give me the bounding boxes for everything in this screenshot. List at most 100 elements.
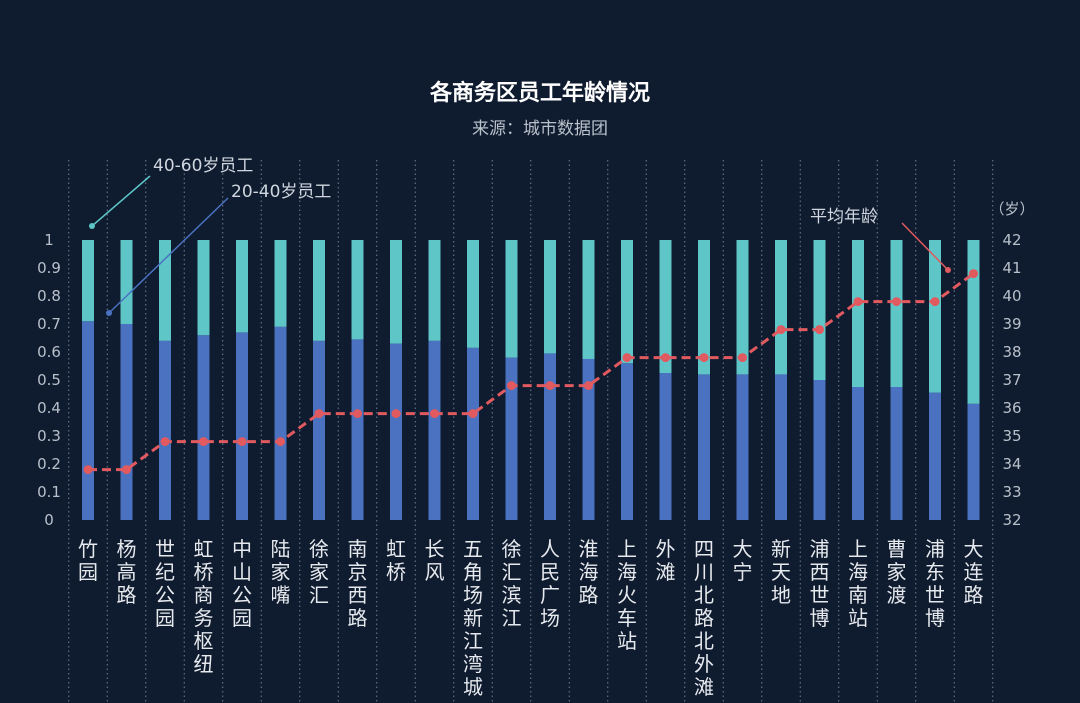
right-axis-unit: （岁） — [989, 200, 1034, 218]
category-label: 四川北路北外滩 — [694, 537, 714, 699]
bar-20-40 — [390, 343, 402, 520]
category-label: 上海南站 — [848, 537, 868, 630]
left-tick-label: 0.3 — [37, 427, 61, 445]
left-tick-label: 0 — [44, 511, 54, 529]
left-tick-label: 1 — [44, 231, 54, 249]
category-label: 大宁 — [733, 537, 753, 584]
annotations: 40-60岁员工 20-40岁员工 平均年龄 — [89, 156, 951, 316]
category-label: 人民广场 — [540, 537, 560, 630]
chart-subtitle: 来源：城市数据团 — [472, 119, 608, 139]
bar-20-40 — [929, 392, 941, 520]
left-tick-label: 0.8 — [37, 287, 61, 305]
avg-age-point — [545, 381, 555, 391]
annotation-leader-20-40 — [108, 197, 229, 314]
avg-age-point — [622, 353, 632, 363]
bar-20-40 — [197, 335, 210, 520]
category-labels: 竹园杨高路世纪公园虹桥商务枢纽中山公园陆家嘴徐家汇南京西路虹桥长风五角场新江湾城… — [78, 537, 984, 699]
category-label: 杨高路 — [117, 537, 137, 607]
annotation-leader-avg — [901, 222, 949, 271]
avg-age-line-path — [88, 272, 975, 472]
avg-age-point — [468, 409, 478, 419]
right-tick-label: 39 — [1002, 315, 1021, 333]
avg-age-point — [199, 437, 208, 447]
bar-20-40 — [274, 326, 287, 520]
avg-age-point — [276, 437, 285, 447]
annotation-40-60: 40-60岁员工 — [153, 156, 253, 176]
avg-age-point — [853, 297, 863, 307]
bar-40-60 — [236, 240, 248, 333]
bar-40-60 — [890, 240, 903, 387]
bar-20-40 — [890, 387, 903, 520]
bar-20-40 — [159, 340, 171, 520]
bar-20-40 — [236, 332, 248, 520]
avg-age-point — [738, 353, 747, 363]
bar-20-40 — [813, 380, 826, 520]
avg-age-point — [237, 437, 247, 447]
annotation-20-40: 20-40岁员工 — [231, 182, 331, 202]
bar-40-60 — [967, 240, 980, 404]
category-label: 世纪公园 — [155, 537, 175, 630]
avg-age-point — [892, 297, 901, 307]
bar-40-60 — [659, 240, 672, 373]
annotation-dot-20-40 — [106, 310, 112, 316]
left-tick-label: 0.2 — [37, 455, 61, 473]
category-label: 虹桥商务枢纽 — [194, 537, 214, 676]
right-tick-label: 38 — [1002, 343, 1021, 361]
right-tick-label: 40 — [1002, 287, 1021, 305]
category-label: 陆家嘴 — [271, 537, 291, 607]
avg-age-point — [507, 381, 516, 391]
avg-age-point — [699, 353, 709, 363]
right-tick-label: 41 — [1002, 259, 1021, 277]
category-label: 五角场新江湾城 — [463, 537, 483, 699]
category-label: 徐家汇 — [309, 537, 329, 607]
avg-age-line — [83, 269, 978, 475]
avg-age-point — [160, 437, 170, 447]
right-tick-label: 35 — [1002, 427, 1021, 445]
bar-20-40 — [351, 339, 364, 520]
category-label: 外滩 — [656, 537, 676, 584]
bar-20-40 — [544, 353, 556, 520]
bar-20-40 — [582, 359, 595, 520]
bar-40-60 — [582, 240, 595, 359]
chart-title: 各商务区员工年龄情况 — [429, 80, 650, 106]
avg-age-point — [776, 325, 786, 335]
avg-age-point — [584, 381, 593, 391]
bar-40-60 — [775, 240, 787, 375]
bar-20-40 — [659, 373, 672, 520]
bar-20-40 — [313, 340, 325, 520]
bar-20-40 — [467, 347, 479, 520]
bar-series — [82, 240, 980, 520]
bar-40-60 — [159, 240, 171, 341]
annotation-leader-40-60 — [91, 175, 151, 227]
right-axis: （岁） 32 33 34 35 36 37 38 39 40 41 42 — [989, 200, 1034, 529]
avg-age-point — [969, 269, 978, 279]
bar-40-60 — [505, 240, 518, 358]
category-label: 淮海路 — [579, 537, 599, 607]
annotation-dot-40-60 — [89, 223, 95, 229]
bar-40-60 — [813, 240, 826, 380]
bar-40-60 — [274, 240, 287, 327]
bar-20-40 — [775, 374, 787, 520]
avg-age-point — [314, 409, 324, 419]
bar-20-40 — [82, 321, 94, 520]
bar-20-40 — [736, 374, 749, 520]
avg-age-point — [353, 409, 362, 419]
left-tick-label: 0.9 — [37, 259, 61, 277]
bar-40-60 — [736, 240, 749, 375]
category-label: 徐汇滨江 — [502, 537, 522, 630]
bar-20-40 — [505, 357, 518, 520]
category-label: 中山公园 — [232, 537, 252, 630]
left-tick-label: 0.1 — [37, 483, 61, 501]
avg-age-point — [815, 325, 824, 335]
annotation-avg-age: 平均年龄 — [810, 207, 878, 227]
category-label: 上海火车站 — [617, 537, 637, 653]
bar-40-60 — [120, 240, 133, 324]
bar-40-60 — [351, 240, 364, 340]
avg-age-point — [122, 465, 131, 475]
category-label: 南京西路 — [348, 537, 368, 630]
bar-40-60 — [428, 240, 441, 341]
category-label: 曹家渡 — [887, 537, 907, 607]
bar-20-40 — [621, 363, 633, 520]
annotation-dot-avg — [945, 267, 951, 273]
